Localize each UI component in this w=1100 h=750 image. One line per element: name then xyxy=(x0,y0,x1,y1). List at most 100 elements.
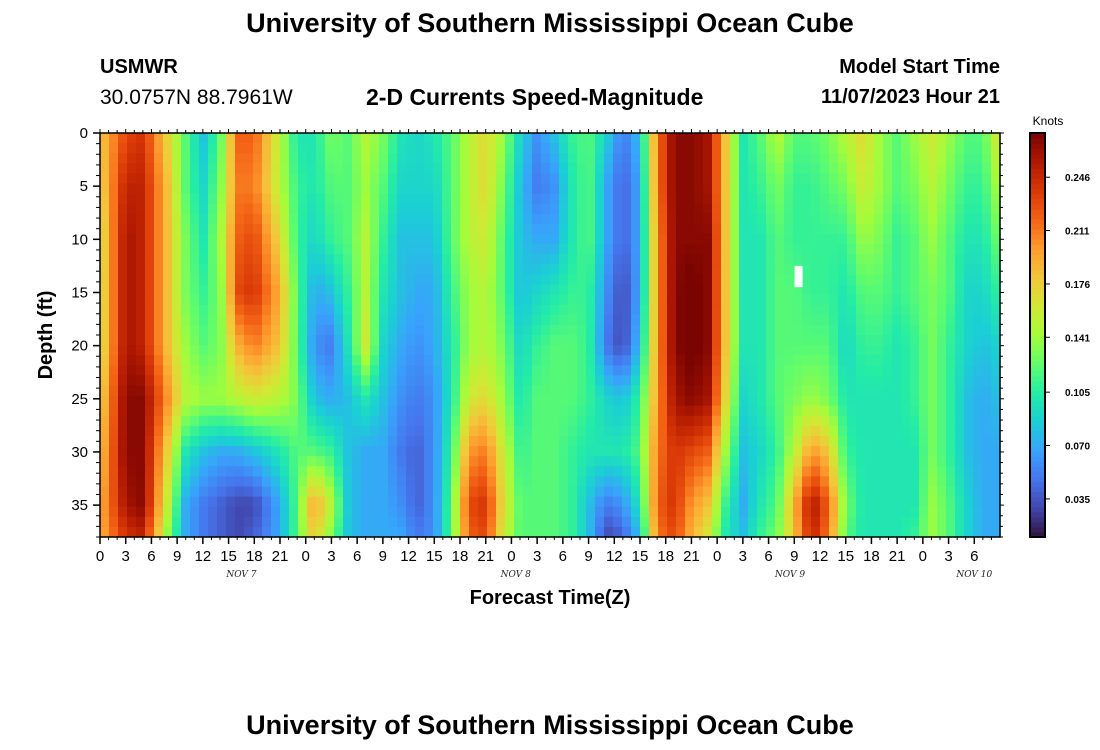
heatmap-cell xyxy=(730,335,740,346)
heatmap-cell xyxy=(685,486,695,498)
heatmap-cell xyxy=(793,133,803,144)
heatmap-cell xyxy=(478,314,488,326)
heatmap-cell xyxy=(514,526,524,538)
heatmap-cell xyxy=(640,223,650,235)
heatmap-cell xyxy=(874,375,884,387)
heatmap-cell xyxy=(865,153,875,164)
heatmap-cell xyxy=(361,324,371,336)
heatmap-cell xyxy=(982,345,992,356)
heatmap-cell xyxy=(874,405,884,417)
heatmap-cell xyxy=(595,446,605,457)
heatmap-cell xyxy=(973,365,983,376)
heatmap-cell xyxy=(298,314,308,326)
heatmap-cell xyxy=(586,133,596,144)
heatmap-cell xyxy=(964,264,974,275)
heatmap-cell xyxy=(892,294,902,306)
heatmap-cell xyxy=(181,345,191,356)
heatmap-cell xyxy=(199,254,209,265)
heatmap-cell xyxy=(469,506,479,518)
heatmap-cell xyxy=(199,405,209,417)
heatmap-cell xyxy=(748,476,758,488)
heatmap-cell xyxy=(919,335,929,346)
heatmap-cell xyxy=(172,415,182,427)
heatmap-cell xyxy=(946,213,956,225)
heatmap-cell xyxy=(280,476,290,488)
heatmap-cell xyxy=(856,314,866,326)
heatmap-cell xyxy=(127,345,137,356)
heatmap-cell xyxy=(289,223,299,235)
heatmap-cell xyxy=(559,456,569,467)
heatmap-cell xyxy=(604,466,614,477)
heatmap-cell xyxy=(154,244,164,255)
heatmap-cell xyxy=(703,244,713,255)
heatmap-cell xyxy=(667,415,677,427)
heatmap-cell xyxy=(118,213,128,225)
heatmap-cell xyxy=(631,466,641,477)
heatmap-cell xyxy=(649,405,659,417)
heatmap-cell xyxy=(127,244,137,255)
heatmap-cell xyxy=(460,516,470,528)
heatmap-cell xyxy=(100,365,110,376)
footer-title: University of Southern Mississippi Ocean… xyxy=(246,710,854,740)
heatmap-cell xyxy=(919,456,929,467)
heatmap-cell xyxy=(667,375,677,387)
heatmap-cell xyxy=(262,486,272,498)
heatmap-cell xyxy=(685,284,695,296)
heatmap-cell xyxy=(838,163,848,174)
heatmap-cell xyxy=(352,264,362,275)
heatmap-cell xyxy=(784,173,794,185)
heatmap-cell xyxy=(946,506,956,518)
heatmap-cell xyxy=(757,163,767,174)
heatmap-cell xyxy=(793,234,803,245)
heatmap-cell xyxy=(172,425,182,437)
heatmap-cell xyxy=(820,476,830,488)
heatmap-cell xyxy=(127,375,137,387)
heatmap-cell xyxy=(784,274,794,286)
heatmap-cell xyxy=(604,425,614,437)
heatmap-cell xyxy=(307,153,317,164)
heatmap-cell xyxy=(856,193,866,205)
heatmap-cell xyxy=(622,335,632,346)
heatmap-cell xyxy=(991,456,1001,467)
heatmap-cell xyxy=(649,436,659,447)
heatmap-cell xyxy=(487,466,497,477)
heatmap-cell xyxy=(721,466,731,477)
heatmap-cell xyxy=(991,264,1001,275)
heatmap-cell xyxy=(757,456,767,467)
heatmap-cell xyxy=(586,193,596,205)
heatmap-cell xyxy=(361,506,371,518)
heatmap-cell xyxy=(946,183,956,195)
heatmap-cell xyxy=(145,274,155,286)
heatmap-cell xyxy=(595,425,605,437)
heatmap-cell xyxy=(721,234,731,245)
heatmap-cell xyxy=(649,345,659,356)
heatmap-cell xyxy=(127,496,137,508)
heatmap-cell xyxy=(973,385,983,397)
heatmap-cell xyxy=(946,143,956,154)
heatmap-cell xyxy=(172,284,182,296)
heatmap-cell xyxy=(802,355,812,366)
heatmap-cell xyxy=(541,193,551,205)
heatmap-cell xyxy=(856,526,866,538)
heatmap-cell xyxy=(712,254,722,265)
heatmap-cell xyxy=(514,476,524,488)
heatmap-cell xyxy=(469,425,479,437)
heatmap-cell xyxy=(496,173,506,185)
heatmap-cell xyxy=(118,456,128,467)
colorbar-segment xyxy=(1030,436,1045,442)
heatmap-cell xyxy=(550,506,560,518)
heatmap-cell xyxy=(136,365,146,376)
heatmap-cell xyxy=(325,466,335,477)
heatmap-cell xyxy=(703,153,713,164)
heatmap-cell xyxy=(955,203,965,215)
heatmap-cell xyxy=(559,345,569,356)
heatmap-cell xyxy=(604,436,614,447)
heatmap-cell xyxy=(316,213,326,225)
heatmap-cell xyxy=(235,153,245,164)
heatmap-cell xyxy=(865,213,875,225)
heatmap-cell xyxy=(415,506,425,518)
heatmap-cell xyxy=(451,486,461,498)
heatmap-cell xyxy=(208,234,218,245)
heatmap-cell xyxy=(370,385,380,397)
heatmap-cell xyxy=(559,395,569,407)
